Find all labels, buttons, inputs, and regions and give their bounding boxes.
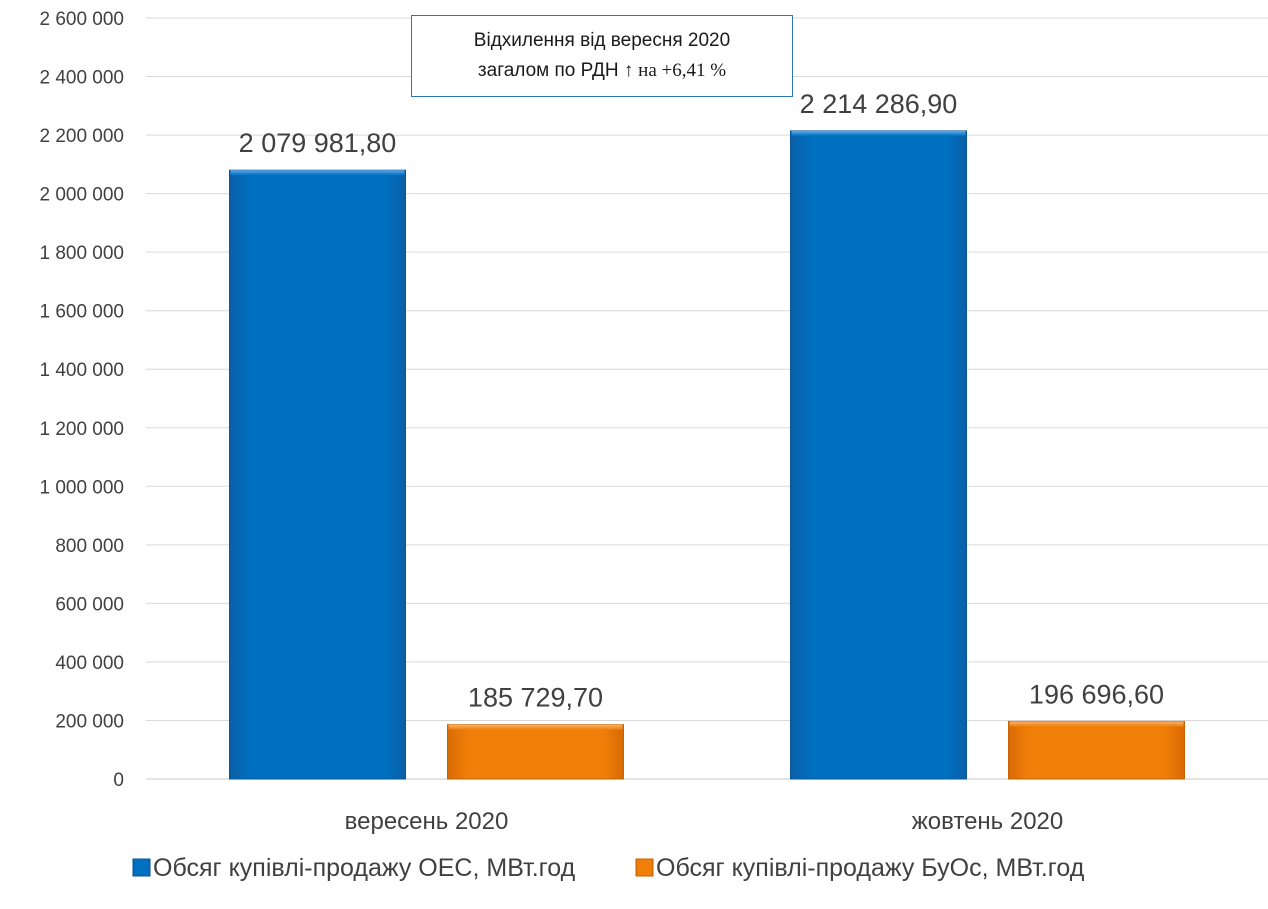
x-axis-ticks: вересень 2020 жовтень 2020: [345, 808, 1064, 835]
annotation-line-2-tail: на +6,41 %: [633, 60, 727, 81]
y-tick-label: 2 200 000: [39, 126, 124, 147]
data-labels: 2 079 981,80 185 729,70 2 214 286,90 196 69…: [239, 89, 1164, 713]
data-label: 2 079 981,80: [239, 128, 397, 158]
bar-top-highlight: [1009, 721, 1184, 727]
legend-swatch: [132, 858, 151, 877]
y-tick-label: 2 400 000: [39, 68, 124, 89]
legend-swatch: [635, 858, 654, 877]
y-tick-label: 400 000: [55, 653, 124, 674]
y-tick-label: 0: [113, 770, 124, 791]
y-axis-ticks: 0 200 000 400 000 600 000 800 000 1 000 000 1 …: [39, 9, 124, 791]
bar: [447, 724, 624, 780]
bars: [229, 130, 1185, 780]
bar-top-highlight: [791, 130, 966, 136]
y-tick-label: 800 000: [55, 536, 124, 557]
data-label: 185 729,70: [468, 683, 603, 713]
bar-top-highlight: [448, 724, 623, 730]
annotation-line-2: загалом по РДН ↑ на +6,41 %: [478, 56, 726, 86]
y-tick-label: 1 200 000: [39, 419, 124, 440]
legend: Обсяг купівлі-продажу ОЕС, МВт.год Обсяг …: [132, 854, 1085, 882]
x-tick-label: жовтень 2020: [912, 808, 1064, 835]
y-tick-label: 2 600 000: [39, 9, 124, 30]
y-tick-label: 1 800 000: [39, 243, 124, 264]
y-tick-label: 2 000 000: [39, 185, 124, 206]
legend-label: Обсяг купівлі-продажу ОЕС, МВт.год: [153, 854, 576, 882]
annotation-line-1: Відхилення від вересня 2020: [473, 30, 731, 51]
y-tick-label: 1 000 000: [39, 477, 124, 498]
y-tick-label: 1 400 000: [39, 360, 124, 381]
annotation-box: Відхилення від вересня 2020 загалом по Р…: [411, 15, 793, 97]
legend-label: Обсяг купівлі-продажу БуОс, МВт.год: [656, 854, 1085, 882]
bar: [790, 130, 967, 780]
bar: [1008, 720, 1185, 780]
annotation-line-2-main: загалом по РДН ↑: [477, 60, 634, 81]
y-tick-label: 200 000: [55, 711, 124, 732]
data-label: 196 696,60: [1029, 679, 1164, 709]
y-tick-label: 600 000: [55, 594, 124, 615]
bar-top-highlight: [230, 170, 405, 176]
y-tick-label: 1 600 000: [39, 302, 124, 323]
x-tick-label: вересень 2020: [345, 808, 509, 835]
bar: [229, 169, 406, 780]
data-label: 2 214 286,90: [800, 89, 958, 119]
